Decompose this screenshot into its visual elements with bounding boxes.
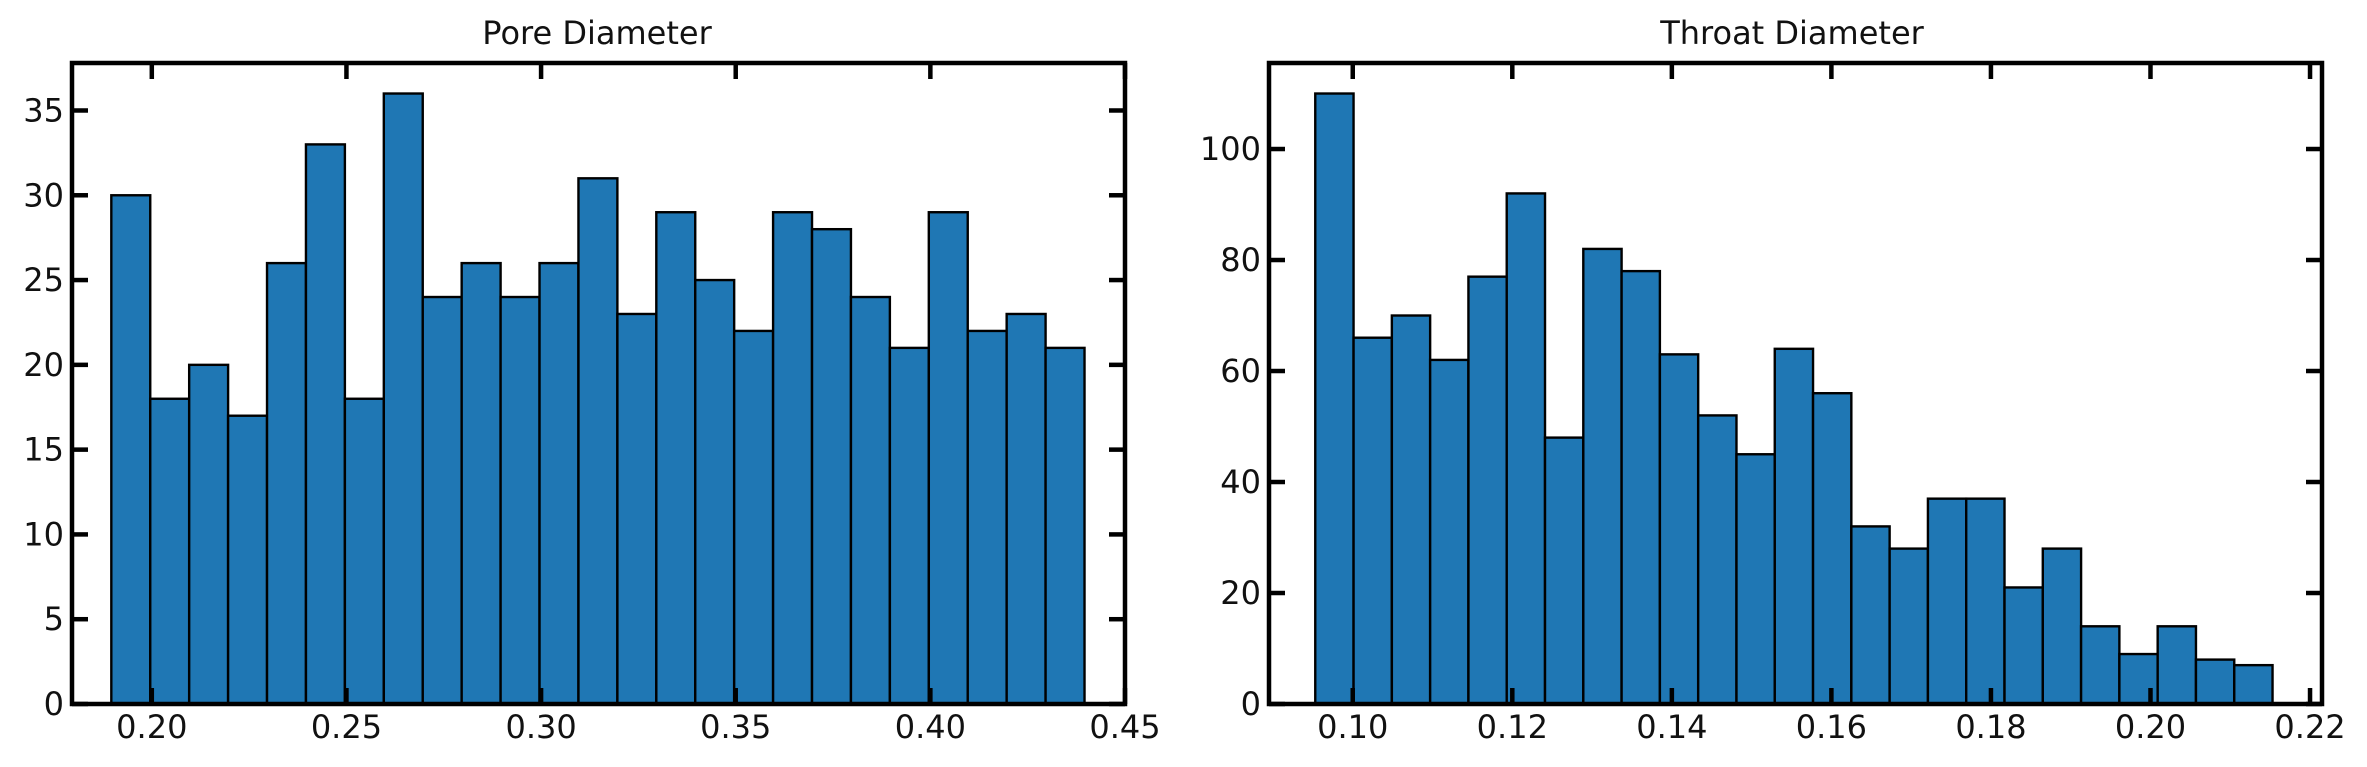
pore-diameter-panel: Pore Diameter 0.20 0.25 0.30 0.35 0.40 0.45 0 5… — [23, 14, 1160, 746]
throat-diameter-y-tick-label: 60 — [1220, 352, 1261, 390]
pore-diameter-bar — [927, 211, 969, 706]
pore-diameter-bar — [421, 295, 463, 706]
throat-diameter-x-tick-label: 0.22 — [2274, 708, 2345, 746]
pore-diameter-bar — [616, 312, 658, 706]
pore-diameter-bar — [888, 346, 931, 706]
pore-diameter-axes-frame — [69, 60, 1128, 707]
throat-diameter-bar — [1582, 247, 1623, 706]
throat-diameter-x-tick-label: 0.16 — [1796, 708, 1867, 746]
throat-diameter-bar — [1467, 275, 1508, 706]
throat-diameter-bar — [1965, 497, 2006, 706]
pore-diameter-y-tick-label: 30 — [23, 176, 64, 214]
throat-diameter-bar — [1428, 358, 1470, 706]
pore-diameter-y-tick-label: 10 — [23, 515, 64, 553]
throat-diameter-y-tick-label: 40 — [1220, 463, 1261, 501]
pore-diameter-bar — [849, 295, 892, 706]
pore-diameter-bar — [343, 397, 386, 706]
throat-diameter-panel: Throat Diameter 0.10 0.12 0.14 0.16 0.18 0.20… — [1200, 14, 2346, 746]
throat-diameter-bar — [1850, 525, 1891, 706]
throat-diameter-bar — [1543, 436, 1585, 706]
throat-diameter-bar — [2233, 663, 2274, 706]
pore-diameter-bar — [187, 363, 230, 706]
throat-diameter-bar — [1505, 192, 1547, 706]
pore-diameter-bar — [732, 329, 775, 706]
pore-diameter-bar — [304, 143, 347, 706]
throat-diameter-x-tick-label: 0.14 — [1636, 708, 1707, 746]
pore-diameter-y-tick-label: 20 — [23, 346, 64, 384]
throat-diameter-bar — [1314, 92, 1355, 706]
pore-diameter-bar — [460, 261, 502, 706]
pore-diameter-bar — [771, 211, 814, 706]
throat-diameter-bar — [2003, 586, 2044, 706]
pore-diameter-bar — [966, 329, 1008, 706]
pore-diameter-y-tick-label: 35 — [23, 91, 64, 129]
throat-diameter-bar — [1696, 414, 1738, 706]
throat-diameter-bar — [1620, 269, 1662, 706]
throat-diameter-y-tick-label: 0 — [1241, 685, 1261, 723]
pore-diameter-bar — [538, 261, 580, 706]
throat-diameter-bar — [1811, 392, 1853, 706]
throat-diameter-x-tick-label: 0.20 — [2115, 708, 2186, 746]
pore-diameter-bar — [655, 211, 697, 706]
throat-diameter-y-tick-label: 20 — [1220, 574, 1261, 612]
throat-diameter-bar — [2156, 625, 2198, 706]
pore-diameter-bar — [265, 261, 308, 706]
pore-diameter-bar — [1005, 312, 1047, 706]
pore-diameter-bar — [110, 194, 152, 706]
throat-diameter-x-tick-label: 0.18 — [1955, 708, 2026, 746]
pore-diameter-bar — [149, 397, 191, 706]
pore-diameter-x-tick-label: 0.40 — [895, 708, 966, 746]
pore-diameter-x-tick-label: 0.45 — [1089, 708, 1160, 746]
throat-diameter-y-tick-label: 100 — [1200, 130, 1261, 168]
pore-diameter-bar — [577, 177, 619, 706]
throat-diameter-bar — [1352, 336, 1394, 706]
throat-diameter-bar — [1390, 314, 1432, 706]
throat-diameter-bar — [2194, 658, 2236, 706]
throat-diameter-bar — [2079, 625, 2121, 706]
throat-diameter-bar — [1658, 353, 1700, 706]
throat-diameter-x-tick-label: 0.12 — [1477, 708, 1548, 746]
pore-diameter-title: Pore Diameter — [482, 14, 712, 52]
throat-diameter-x-tick-label: 0.10 — [1317, 708, 1388, 746]
throat-diameter-bar — [1926, 497, 1968, 706]
pore-diameter-y-tick-label: 25 — [23, 261, 64, 299]
pore-diameter-bar — [694, 278, 736, 706]
pore-diameter-x-tick-label: 0.25 — [311, 708, 382, 746]
pore-diameter-x-tick-label: 0.35 — [700, 708, 771, 746]
pore-diameter-bar — [810, 227, 853, 706]
throat-diameter-bar — [1735, 453, 1776, 706]
throat-diameter-y-tick-label: 80 — [1220, 241, 1261, 279]
pore-diameter-bar — [499, 295, 541, 706]
pore-diameter-y-tick-label: 15 — [23, 431, 64, 469]
throat-diameter-bar — [1773, 347, 1815, 706]
throat-diameter-axes-frame — [1266, 60, 2325, 707]
pore-diameter-x-tick-label: 0.30 — [505, 708, 576, 746]
pore-diameter-x-tick-label: 0.20 — [116, 708, 187, 746]
throat-diameter-title: Throat Diameter — [1659, 14, 1924, 52]
throat-diameter-bar — [2041, 547, 2083, 706]
pore-diameter-y-tick-label: 5 — [44, 600, 64, 638]
pore-diameter-bar — [1044, 346, 1086, 706]
pore-diameter-bar — [382, 92, 424, 706]
pore-diameter-bar — [226, 414, 269, 706]
throat-diameter-bar — [1888, 547, 1930, 706]
pore-diameter-y-tick-label: 0 — [44, 685, 64, 723]
